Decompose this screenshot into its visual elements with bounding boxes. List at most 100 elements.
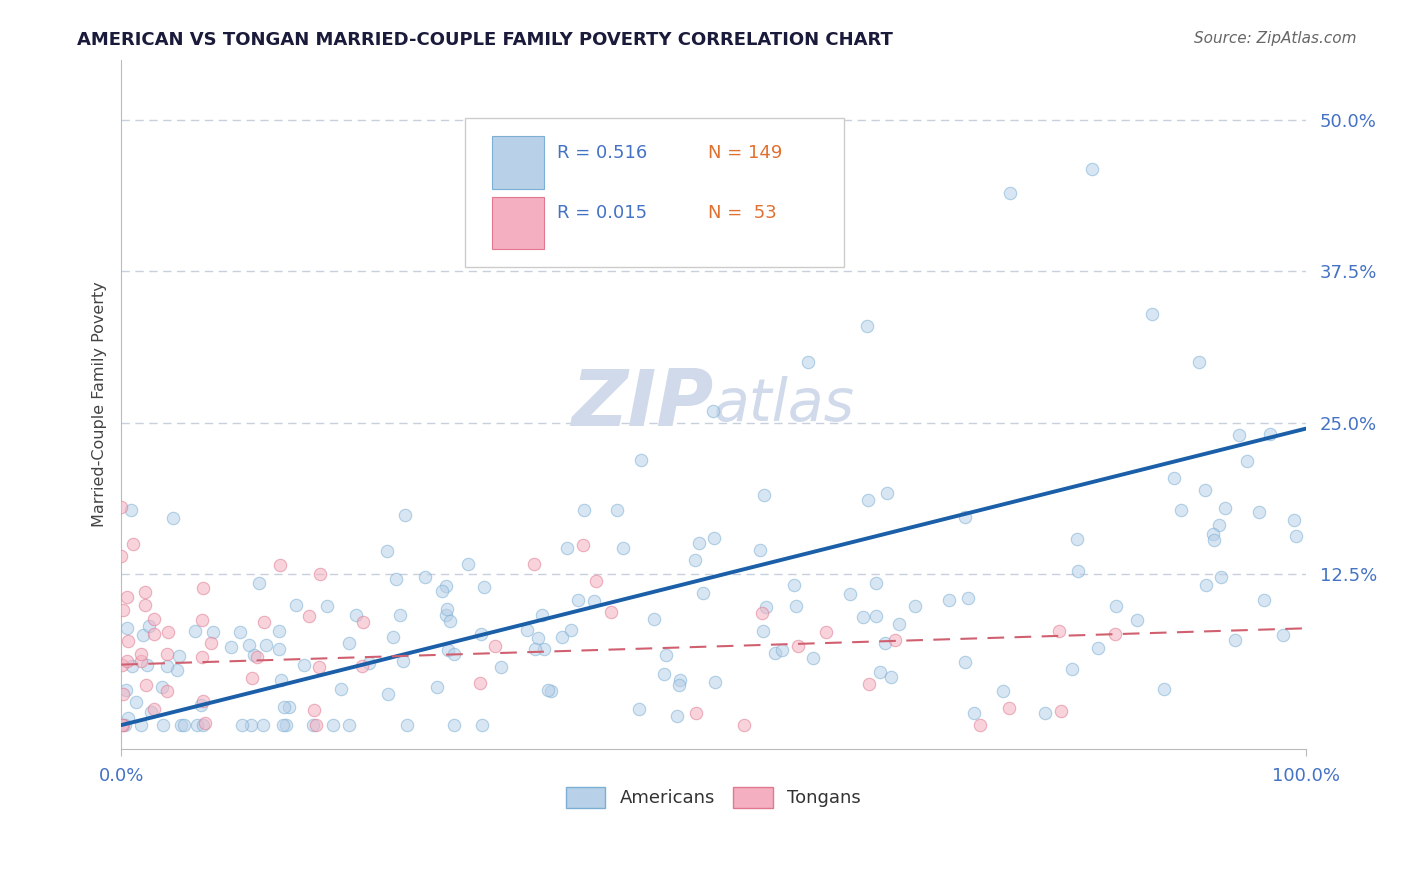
- Point: [120, 503, 142, 517]
- Point: [190, 698, 212, 712]
- Point: [1067, 564, 1090, 578]
- Point: [162, 511, 184, 525]
- Point: [267, 624, 290, 638]
- Point: [1208, 517, 1230, 532]
- Text: R = 0.015: R = 0.015: [557, 204, 647, 222]
- Point: [143, 702, 166, 716]
- Point: [471, 718, 494, 732]
- Point: [302, 718, 325, 732]
- Point: [1033, 706, 1056, 720]
- Point: [278, 700, 301, 714]
- Text: Source: ZipAtlas.com: Source: ZipAtlas.com: [1194, 31, 1357, 46]
- Point: [298, 609, 321, 624]
- Point: [167, 648, 190, 663]
- Point: [322, 718, 344, 732]
- Point: [1188, 355, 1211, 369]
- Point: [669, 673, 692, 688]
- Point: [284, 599, 307, 613]
- Point: [166, 663, 188, 677]
- Point: [733, 718, 755, 732]
- Point: [117, 590, 139, 604]
- Point: [117, 634, 139, 648]
- Text: R = 0.516: R = 0.516: [557, 145, 647, 162]
- Point: [1201, 527, 1223, 541]
- Point: [1227, 428, 1250, 442]
- Point: [436, 602, 458, 616]
- Point: [156, 625, 179, 640]
- Legend: Americans, Tongans: Americans, Tongans: [558, 780, 869, 814]
- Point: [193, 581, 215, 595]
- Point: [152, 680, 174, 694]
- Point: [394, 508, 416, 523]
- Point: [956, 591, 979, 606]
- Point: [117, 711, 139, 725]
- Point: [254, 638, 277, 652]
- Point: [169, 718, 191, 732]
- Point: [540, 683, 562, 698]
- Point: [125, 695, 148, 709]
- Point: [143, 612, 166, 626]
- Point: [523, 557, 546, 571]
- Point: [152, 718, 174, 732]
- Point: [457, 557, 479, 571]
- Point: [1153, 681, 1175, 696]
- Point: [1202, 533, 1225, 547]
- Point: [516, 623, 538, 637]
- Point: [1104, 626, 1126, 640]
- Point: [526, 632, 548, 646]
- Point: [344, 607, 367, 622]
- Point: [432, 584, 454, 599]
- Point: [270, 673, 292, 687]
- Point: [384, 572, 406, 586]
- Point: [229, 625, 252, 640]
- Point: [749, 543, 772, 558]
- Point: [136, 658, 159, 673]
- Point: [643, 611, 665, 625]
- Point: [201, 625, 224, 640]
- Point: [1211, 570, 1233, 584]
- Point: [1049, 704, 1071, 718]
- Point: [1163, 471, 1185, 485]
- Point: [880, 670, 903, 684]
- Point: [751, 606, 773, 620]
- Point: [142, 626, 165, 640]
- Point: [110, 500, 132, 515]
- Point: [1285, 529, 1308, 543]
- Point: [1126, 613, 1149, 627]
- FancyBboxPatch shape: [492, 136, 544, 188]
- Point: [472, 580, 495, 594]
- Text: N =  53: N = 53: [707, 204, 776, 222]
- Point: [856, 318, 879, 333]
- Point: [692, 585, 714, 599]
- Point: [308, 660, 330, 674]
- Point: [269, 558, 291, 572]
- Point: [468, 676, 491, 690]
- Point: [308, 567, 330, 582]
- Point: [129, 654, 152, 668]
- Point: [560, 623, 582, 637]
- Point: [783, 578, 806, 592]
- Point: [292, 657, 315, 672]
- Point: [156, 659, 179, 673]
- Point: [238, 638, 260, 652]
- Point: [1253, 593, 1275, 607]
- Point: [533, 642, 555, 657]
- Point: [112, 602, 135, 616]
- Point: [330, 681, 353, 696]
- Point: [530, 607, 553, 622]
- Point: [752, 624, 775, 638]
- Point: [377, 687, 399, 701]
- Point: [851, 610, 873, 624]
- Point: [884, 632, 907, 647]
- Point: [887, 616, 910, 631]
- Point: [243, 648, 266, 662]
- Point: [426, 680, 449, 694]
- Point: [1170, 502, 1192, 516]
- Point: [838, 586, 860, 600]
- Point: [191, 718, 214, 732]
- Point: [134, 598, 156, 612]
- Point: [797, 355, 820, 369]
- Point: [375, 544, 398, 558]
- Point: [654, 666, 676, 681]
- Point: [785, 599, 807, 614]
